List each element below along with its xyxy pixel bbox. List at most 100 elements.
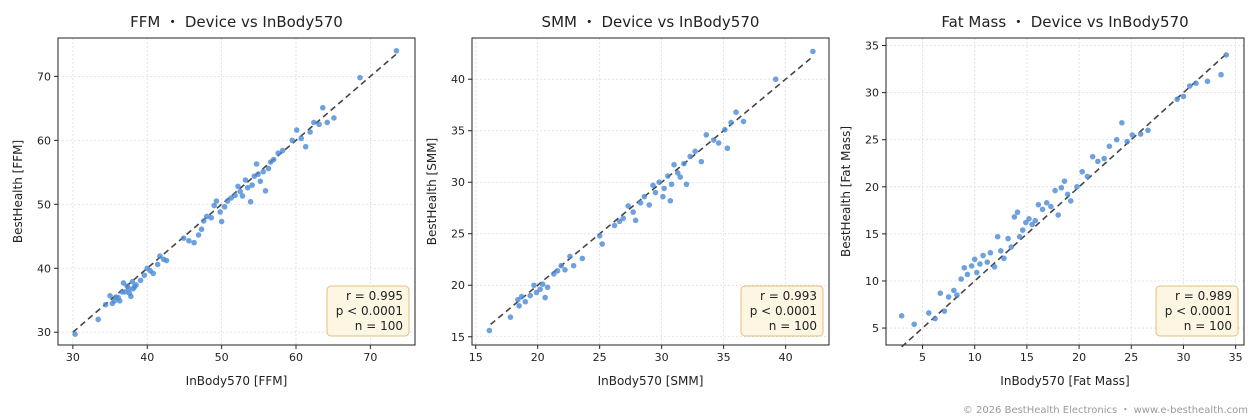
data-point	[486, 327, 493, 334]
data-point	[257, 178, 264, 185]
stats-line: n = 100	[769, 319, 817, 333]
data-point	[1005, 235, 1011, 242]
data-point	[941, 308, 948, 314]
data-point	[311, 119, 317, 126]
data-point	[95, 316, 101, 323]
data-point	[671, 161, 677, 168]
data-point	[316, 121, 322, 128]
data-point	[116, 298, 123, 304]
data-point	[1023, 219, 1029, 226]
x-tick-label: 60	[289, 351, 303, 364]
data-point	[157, 253, 163, 259]
data-point	[293, 127, 300, 133]
identity-line	[490, 55, 814, 326]
data-point	[971, 256, 978, 263]
y-tick-label: 30	[451, 176, 465, 189]
y-axis-label: BestHealth [Fat Mass]	[839, 126, 853, 257]
data-point	[244, 184, 251, 191]
data-point	[331, 115, 337, 121]
x-tick-label: 5	[919, 351, 926, 364]
data-point	[1084, 173, 1091, 180]
data-point	[1124, 138, 1130, 145]
data-point	[984, 259, 991, 265]
data-point	[539, 281, 546, 288]
data-point	[665, 173, 671, 179]
data-point	[255, 171, 261, 178]
data-point	[1174, 96, 1181, 103]
data-point	[710, 137, 717, 143]
identity-line	[901, 52, 1228, 348]
data-point	[1016, 233, 1023, 240]
data-point	[1186, 83, 1193, 89]
data-point	[137, 277, 144, 284]
data-point	[641, 193, 648, 200]
data-point	[319, 104, 326, 111]
data-point	[186, 237, 192, 244]
data-point	[937, 290, 944, 297]
data-point	[544, 284, 551, 291]
data-point	[616, 218, 623, 225]
data-point	[211, 202, 217, 209]
data-point	[977, 261, 983, 267]
data-point	[1129, 132, 1136, 138]
data-point	[262, 188, 269, 194]
data-point	[974, 269, 980, 276]
data-point	[1074, 183, 1080, 190]
data-point	[302, 143, 309, 150]
data-point	[527, 292, 534, 299]
data-point	[128, 293, 134, 300]
data-point	[650, 182, 656, 189]
data-point	[698, 158, 705, 165]
data-point	[102, 301, 109, 308]
data-point	[722, 126, 728, 133]
data-point	[728, 119, 734, 126]
y-axis-label: BestHealth [SMM]	[425, 138, 439, 245]
stats-box	[326, 285, 410, 337]
x-tick-label: 35	[1229, 351, 1243, 364]
x-tick-label: 20	[1072, 351, 1086, 364]
x-tick-label: 15	[1020, 351, 1034, 364]
data-point	[195, 232, 202, 238]
data-point	[630, 209, 636, 215]
data-point	[531, 282, 537, 289]
data-point	[154, 261, 161, 268]
data-point	[772, 76, 779, 83]
data-point	[925, 310, 932, 316]
data-point	[133, 282, 139, 288]
data-point	[125, 285, 132, 292]
data-point	[1001, 255, 1007, 262]
y-tick-label: 20	[451, 279, 465, 292]
stats-line: r = 0.989	[1175, 289, 1232, 303]
data-point	[951, 287, 957, 294]
data-point	[554, 268, 561, 274]
data-point	[558, 262, 565, 269]
plot-frame	[471, 37, 830, 346]
data-point	[733, 109, 739, 115]
data-point	[1079, 168, 1086, 175]
data-point	[1019, 227, 1026, 233]
data-point	[242, 177, 249, 183]
data-point	[898, 313, 905, 319]
data-point	[1014, 209, 1021, 216]
plot-frame	[57, 37, 416, 346]
data-point	[289, 137, 296, 144]
data-point	[715, 140, 722, 146]
data-point	[1011, 214, 1018, 220]
data-point	[945, 294, 952, 300]
x-tick-label: 50	[215, 351, 229, 364]
data-point	[980, 252, 986, 259]
stats-line: p < 0.0001	[1165, 304, 1232, 318]
data-point	[1048, 203, 1054, 210]
y-tick-label: 40	[451, 73, 465, 86]
data-point	[1067, 198, 1074, 204]
data-point	[961, 264, 968, 271]
data-point	[625, 203, 631, 209]
y-tick-label: 5	[872, 322, 879, 335]
data-point	[810, 48, 816, 55]
data-point	[516, 303, 522, 309]
data-point	[253, 161, 260, 167]
x-tick-label: 30	[66, 351, 80, 364]
data-point	[107, 292, 113, 299]
data-point	[324, 119, 331, 126]
data-point	[1008, 244, 1015, 250]
